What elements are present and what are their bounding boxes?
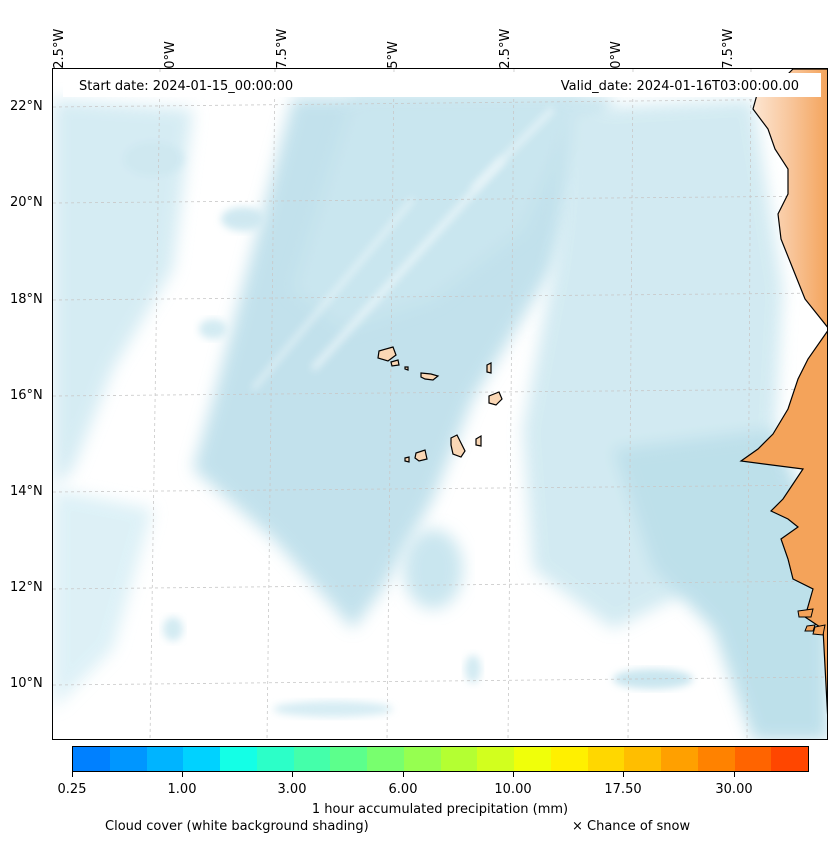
cloud-patch [465,655,481,683]
bijagos-island [804,624,816,632]
cape-verde-islands [377,346,503,463]
colorbar-tickmark [292,772,293,777]
colorbar-segment [734,747,772,771]
colorbar-segment [403,747,441,771]
colorbar-tick-label: 3.00 [277,782,307,797]
colorbar-segment [256,747,294,771]
valid-date-label: Valid_date: 2024-01-16T03:00:00.00 [554,77,805,97]
lat-label: 10°N [10,676,43,691]
island-santa-luzia [404,366,409,371]
lat-label: 16°N [10,388,43,403]
colorbar-segment [661,747,698,771]
colorbar-tick-label: 30.00 [715,782,753,797]
island-fogo [414,449,428,462]
colorbar-segment [624,747,661,771]
island-santo-antao [377,346,397,362]
cloud-patch [199,319,227,339]
colorbar-segment [220,747,257,771]
lat-label: 14°N [10,484,43,499]
colorbar-segment [109,747,147,771]
colorbar-segment [146,747,184,771]
cloud-patch [403,529,463,609]
colorbar-tickmark [403,772,404,777]
island-maio [475,434,482,447]
island-sao-vicente [390,359,400,367]
cloud-patch [221,207,265,231]
map-panel[interactable]: Start date: 2024-01-15_00:00:00 Valid_da… [52,68,828,740]
colorbar-segment [330,747,367,771]
lat-label: 22°N [10,99,43,114]
island-sal [486,362,492,374]
island-sao-nicolau [420,372,440,381]
colorbar-segment [771,747,808,771]
colorbar-tickmark [513,772,514,777]
cloud-patch [123,141,183,177]
colorbar-segment [367,747,404,771]
start-date-label: Start date: 2024-01-15_00:00:00 [73,77,300,97]
colorbar-segment [183,747,220,771]
cloud-patch [163,617,183,641]
lat-label: 12°N [10,580,43,595]
colorbar-segment [477,747,514,771]
colorbar-tickmark [72,772,73,777]
precipitation-colorbar [72,746,809,772]
colorbar-title: 1 hour accumulated precipitation (mm) [311,802,569,817]
colorbar-segment [587,747,625,771]
colorbar-segment [73,747,110,771]
colorbar-tickmark [182,772,183,777]
bijagos-island [812,624,826,636]
map-canvas [53,69,827,739]
cloud-patch [273,701,393,717]
colorbar-tick-label: 10.00 [494,782,532,797]
cloud-cover-layer [53,97,827,739]
island-brava [404,456,410,463]
colorbar-segment [550,747,588,771]
lat-label: 20°N [10,195,43,210]
colorbar-tickmark [734,772,735,777]
coast-senegal-land [739,330,827,715]
cloud-band-southeast [613,429,827,739]
colorbar-tick-label: 1.00 [167,782,197,797]
bijagos-island [797,608,814,618]
colorbar-segment [440,747,478,771]
colorbar-segment [697,747,735,771]
island-santiago [450,434,466,458]
colorbar-tick-label: 17.50 [604,782,642,797]
colorbar-segment [293,747,331,771]
cloud-band-southwest [53,489,153,709]
colorbar-tickmark [623,772,624,777]
colorbar-tick-label: 6.00 [388,782,418,797]
cloud-cover-note: Cloud cover (white background shading) [105,819,369,834]
island-boa-vista [488,391,503,406]
snow-chance-note: × Chance of snow [572,819,691,834]
lat-label: 18°N [10,292,43,307]
colorbar-tick-label: 0.25 [57,782,87,797]
colorbar-segment [514,747,551,771]
gridlines [53,69,827,739]
africa-landmass [739,69,827,715]
